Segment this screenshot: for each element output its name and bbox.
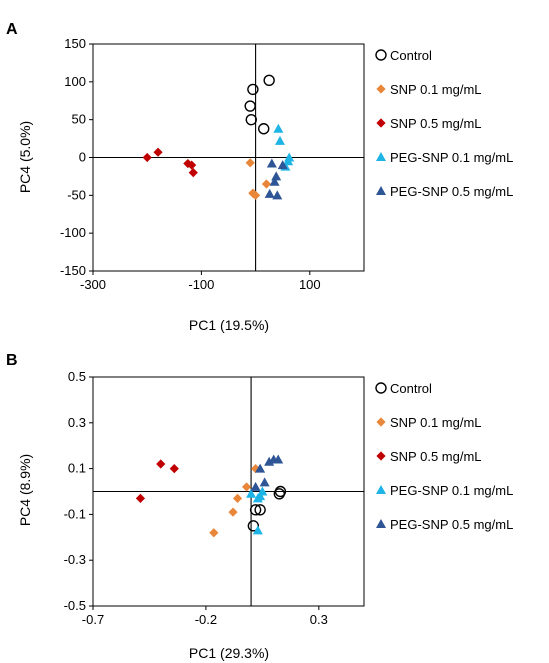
b-point-control (249, 504, 262, 516)
panel-b-letter: B (6, 352, 18, 369)
panel-a-x-axis-label: PC1 (19.5%) (189, 317, 269, 333)
b-y-tick-label: 0.1 (68, 461, 86, 476)
b-point-peg-snp-0-1-mg-ml (257, 486, 268, 496)
a-point-peg-snp-0-5-mg-ml (266, 158, 277, 168)
a-point-peg-snp-0-5-mg-ml (264, 188, 275, 198)
b-x-tick-label: 0.3 (310, 612, 328, 627)
b-point-peg-snp-0-5-mg-ml (273, 454, 284, 464)
a-point-peg-snp-0-1-mg-ml (273, 123, 284, 133)
a-y-tick-label: 150 (64, 36, 86, 51)
b-legend-label-control: Control (390, 381, 432, 396)
b-y-tick-label: -0.5 (64, 598, 86, 613)
b-legend-marker-snp-0-1-mg-ml (376, 417, 386, 427)
a-point-control (258, 123, 270, 135)
b-point-snp-0-5-mg-ml (169, 464, 179, 474)
a-point-snp-0-5-mg-ml (142, 152, 152, 163)
b-point-control (273, 488, 286, 500)
b-legend-label-peg-snp-0-1-mg-ml: PEG-SNP 0.1 mg/mL (390, 483, 513, 498)
a-y-tick-label: -50 (67, 187, 86, 202)
a-y-tick-label: 50 (72, 112, 86, 127)
a-legend-label-snp-0-5-mg-ml: SNP 0.5 mg/mL (390, 116, 482, 131)
a-point-peg-snp-0-5-mg-ml (272, 190, 283, 200)
b-legend-marker-peg-snp-0-1-mg-ml (376, 485, 386, 494)
b-y-tick-label: -0.3 (64, 552, 86, 567)
panel-a-points (142, 74, 295, 200)
b-point-snp-0-1-mg-ml (241, 482, 252, 492)
b-point-peg-snp-0-1-mg-ml (252, 525, 263, 535)
b-y-tick-label: -0.1 (64, 506, 86, 521)
panel-b: B 0.5 0.3 0.1 -0.1 -0.3 -0.5-0.7 -0.2 0.3 PC1 (… (6, 352, 513, 661)
b-legend-marker-peg-snp-0-5-mg-ml (376, 519, 386, 528)
a-x-tick-label: -300 (80, 277, 106, 292)
b-point-peg-snp-0-5-mg-ml (255, 463, 266, 473)
b-legend-label-snp-0-5-mg-ml: SNP 0.5 mg/mL (390, 449, 482, 464)
panel-a-letter: A (6, 21, 18, 38)
b-point-snp-0-1-mg-ml (209, 528, 219, 538)
b-point-peg-snp-0-5-mg-ml (264, 456, 275, 466)
b-point-snp-0-1-mg-ml (232, 493, 243, 503)
a-point-peg-snp-0-1-mg-ml (284, 152, 295, 162)
a-legend-label-peg-snp-0-5-mg-ml: PEG-SNP 0.5 mg/mL (390, 184, 513, 199)
panel-b-legend: Control SNP 0.1 mg/mL SNP 0.5 mg/mL PEG-SNP… (375, 381, 513, 532)
b-point-peg-snp-0-5-mg-ml (250, 481, 261, 491)
panel-b-ticks: 0.5 0.3 0.1 -0.1 -0.3 -0.5-0.7 -0.2 0.3 (64, 369, 328, 627)
b-point-control (254, 504, 266, 516)
a-legend-label-control: Control (390, 48, 432, 63)
panel-a-legend: Control SNP 0.1 mg/mL SNP 0.5 mg/mL PEG-SNP… (375, 48, 513, 199)
panel-a-axes (92, 43, 365, 272)
a-x-tick-label: -100 (188, 277, 214, 292)
panel-b-points (135, 454, 287, 538)
a-legend-marker-peg-snp-0-5-mg-ml (376, 186, 386, 195)
b-legend-label-snp-0-1-mg-ml: SNP 0.1 mg/mL (390, 415, 482, 430)
panel-a-y-axis-label: PC4 (5.0%) (17, 121, 33, 193)
panel-a-ticks: 150 100 50 0 -50 -100 -150-300 -100 100 (60, 36, 321, 292)
a-point-peg-snp-0-1-mg-ml (274, 135, 285, 145)
b-point-snp-0-5-mg-ml (135, 493, 146, 503)
panel-a: A 150 100 50 0 -50 -100 -150-300 -100 100 PC1 (1… (6, 21, 513, 333)
b-point-snp-0-1-mg-ml (228, 507, 238, 517)
a-point-snp-0-5-mg-ml (187, 160, 197, 170)
a-point-control (247, 83, 259, 96)
a-legend-marker-peg-snp-0-1-mg-ml (376, 152, 386, 161)
b-point-peg-snp-0-1-mg-ml (246, 488, 257, 498)
a-point-control (263, 74, 275, 87)
a-point-snp-0-1-mg-ml (248, 189, 259, 199)
a-point-control (244, 100, 256, 112)
a-point-snp-0-1-mg-ml (261, 179, 272, 189)
a-x-tick-label: 100 (299, 277, 321, 292)
b-legend-label-peg-snp-0-5-mg-ml: PEG-SNP 0.5 mg/mL (390, 517, 513, 532)
a-legend-marker-snp-0-1-mg-ml (376, 84, 386, 94)
a-point-peg-snp-0-5-mg-ml (277, 160, 288, 170)
b-legend-marker-control (375, 382, 387, 394)
a-point-snp-0-5-mg-ml (188, 168, 198, 178)
a-legend-label-peg-snp-0-1-mg-ml: PEG-SNP 0.1 mg/mL (390, 150, 513, 165)
panel-b-y-axis-label: PC4 (8.9%) (17, 454, 33, 526)
b-legend-marker-snp-0-5-mg-ml (376, 451, 386, 461)
a-legend-label-snp-0-1-mg-ml: SNP 0.1 mg/mL (390, 82, 482, 97)
panel-b-axes (92, 376, 365, 607)
b-point-snp-0-5-mg-ml (156, 459, 166, 469)
panel-b-x-axis-label: PC1 (29.3%) (189, 645, 269, 661)
b-point-peg-snp-0-5-mg-ml (259, 477, 270, 487)
b-point-snp-0-1-mg-ml (251, 464, 261, 474)
a-legend-marker-snp-0-5-mg-ml (376, 118, 386, 128)
a-legend-marker-control (375, 49, 387, 61)
a-point-peg-snp-0-5-mg-ml (269, 176, 280, 186)
b-x-tick-label: -0.2 (195, 612, 217, 627)
b-point-peg-snp-0-1-mg-ml (255, 491, 266, 501)
a-point-control (245, 113, 257, 126)
a-y-tick-label: 0 (79, 150, 86, 165)
b-y-tick-label: 0.3 (68, 415, 86, 430)
a-point-peg-snp-0-5-mg-ml (271, 171, 282, 181)
a-y-tick-label: 100 (64, 74, 86, 89)
a-point-snp-0-5-mg-ml (153, 147, 163, 157)
a-y-tick-label: -100 (60, 225, 86, 240)
b-x-tick-label: -0.7 (82, 612, 104, 627)
b-y-tick-label: 0.5 (68, 369, 86, 384)
a-point-snp-0-1-mg-ml (245, 158, 255, 168)
a-y-tick-label: -150 (60, 263, 86, 278)
b-point-control (247, 520, 260, 532)
